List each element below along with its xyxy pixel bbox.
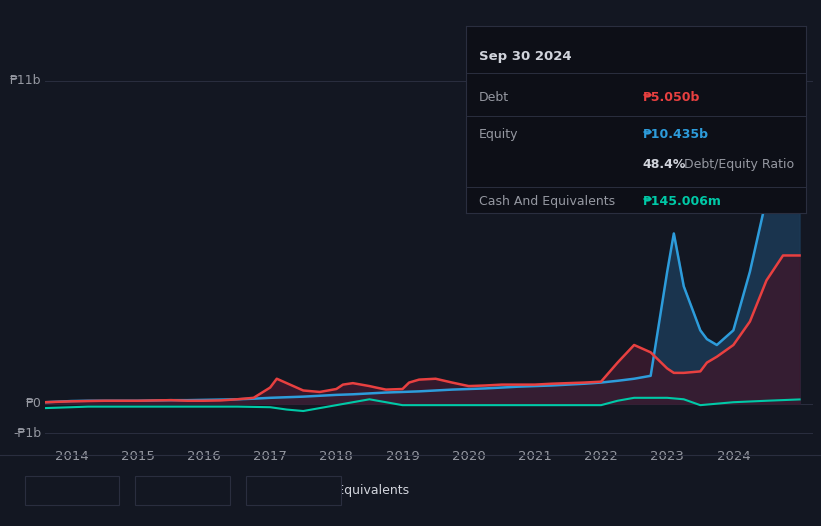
Text: Debt: Debt: [52, 484, 82, 497]
Text: Cash And Equivalents: Cash And Equivalents: [479, 195, 615, 208]
Text: Debt/Equity Ratio: Debt/Equity Ratio: [680, 158, 794, 171]
Text: ₱145.006m: ₱145.006m: [643, 195, 722, 208]
Text: ●: ●: [34, 484, 45, 497]
Text: Equity: Equity: [163, 484, 202, 497]
Text: ₱10.435b: ₱10.435b: [643, 128, 709, 141]
Text: ●: ●: [255, 484, 267, 497]
Text: ₱0: ₱0: [25, 397, 41, 410]
Text: -₱1b: -₱1b: [13, 427, 41, 440]
Text: Cash And Equivalents: Cash And Equivalents: [273, 484, 410, 497]
Text: Sep 30 2024: Sep 30 2024: [479, 49, 571, 63]
Text: ●: ●: [144, 484, 156, 497]
Text: Equity: Equity: [479, 128, 519, 141]
Text: ₱5.050b: ₱5.050b: [643, 91, 700, 104]
Text: ₱11b: ₱11b: [10, 74, 41, 87]
Text: Debt: Debt: [479, 91, 509, 104]
Text: 48.4%: 48.4%: [643, 158, 686, 171]
